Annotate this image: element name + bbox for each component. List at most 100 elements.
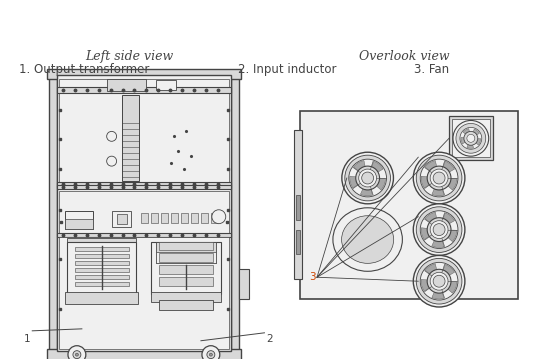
Wedge shape — [432, 178, 444, 196]
Bar — [75, 282, 128, 286]
Bar — [142, 213, 148, 223]
Circle shape — [420, 262, 458, 300]
Wedge shape — [467, 138, 474, 148]
Bar — [159, 242, 213, 251]
Wedge shape — [421, 228, 439, 240]
Circle shape — [467, 134, 475, 142]
Circle shape — [413, 204, 465, 255]
Circle shape — [106, 131, 116, 141]
Bar — [59, 79, 228, 189]
Circle shape — [202, 346, 220, 360]
Wedge shape — [463, 129, 471, 138]
Circle shape — [359, 169, 376, 187]
Circle shape — [362, 172, 374, 184]
Circle shape — [420, 159, 458, 197]
Bar — [57, 182, 231, 187]
Circle shape — [430, 272, 448, 290]
Wedge shape — [421, 279, 439, 291]
Circle shape — [427, 166, 451, 190]
Bar — [294, 130, 302, 279]
Bar — [116, 214, 127, 224]
Bar — [59, 237, 228, 349]
Bar — [75, 261, 128, 265]
Bar — [65, 219, 93, 229]
Bar — [231, 75, 239, 351]
Wedge shape — [432, 281, 444, 299]
Bar — [156, 80, 176, 90]
Bar — [122, 95, 139, 181]
Circle shape — [456, 123, 486, 153]
Circle shape — [416, 207, 462, 252]
Bar — [211, 213, 218, 223]
Circle shape — [73, 351, 81, 359]
Bar — [59, 191, 228, 237]
Text: 1: 1 — [24, 334, 30, 344]
Text: Overlook view: Overlook view — [359, 50, 450, 63]
Wedge shape — [439, 161, 455, 178]
Bar — [296, 230, 300, 255]
Bar — [106, 79, 146, 91]
Bar — [47, 349, 241, 360]
Bar — [57, 87, 231, 93]
Circle shape — [413, 152, 465, 204]
Text: 2: 2 — [267, 334, 273, 344]
Wedge shape — [353, 161, 368, 178]
Circle shape — [212, 210, 226, 224]
Text: 3: 3 — [309, 272, 316, 282]
Bar — [57, 75, 231, 351]
Bar — [239, 269, 249, 299]
Bar — [75, 268, 128, 272]
Circle shape — [433, 172, 445, 184]
Wedge shape — [425, 161, 439, 178]
Bar — [57, 185, 231, 189]
Bar — [75, 247, 128, 251]
Bar — [111, 211, 132, 227]
Bar — [449, 117, 493, 160]
Bar — [159, 277, 213, 286]
Bar — [452, 120, 489, 157]
Bar — [151, 213, 158, 223]
Wedge shape — [439, 281, 457, 293]
Bar — [159, 265, 213, 274]
Wedge shape — [461, 137, 471, 144]
Bar — [191, 213, 198, 223]
Bar — [65, 292, 138, 304]
Circle shape — [433, 224, 445, 235]
Wedge shape — [471, 129, 479, 138]
Circle shape — [416, 155, 462, 201]
Wedge shape — [439, 213, 455, 230]
Wedge shape — [361, 178, 372, 196]
Circle shape — [342, 152, 394, 204]
Bar — [296, 195, 300, 220]
Bar — [159, 300, 213, 310]
Circle shape — [427, 218, 451, 242]
Wedge shape — [368, 161, 383, 178]
Wedge shape — [425, 212, 439, 230]
Circle shape — [464, 131, 478, 145]
Circle shape — [413, 255, 465, 307]
Circle shape — [106, 156, 116, 166]
Circle shape — [345, 155, 390, 201]
Bar — [49, 75, 57, 351]
Bar — [161, 213, 168, 223]
Bar — [47, 69, 241, 79]
Bar — [67, 238, 137, 249]
Bar — [201, 213, 208, 223]
Circle shape — [460, 127, 482, 149]
Text: 3. Fan: 3. Fan — [414, 63, 449, 76]
Circle shape — [349, 159, 386, 197]
Bar — [65, 211, 93, 229]
Wedge shape — [425, 264, 439, 281]
Bar — [151, 292, 221, 302]
Wedge shape — [432, 230, 444, 247]
Bar — [151, 242, 221, 294]
Bar — [57, 233, 231, 237]
Ellipse shape — [333, 208, 403, 271]
Text: 2. Input inductor: 2. Input inductor — [238, 63, 337, 76]
Wedge shape — [439, 230, 457, 242]
Wedge shape — [439, 265, 455, 281]
Wedge shape — [350, 176, 368, 188]
Circle shape — [209, 353, 212, 356]
Wedge shape — [471, 138, 480, 145]
Text: Left side view: Left side view — [85, 50, 174, 63]
